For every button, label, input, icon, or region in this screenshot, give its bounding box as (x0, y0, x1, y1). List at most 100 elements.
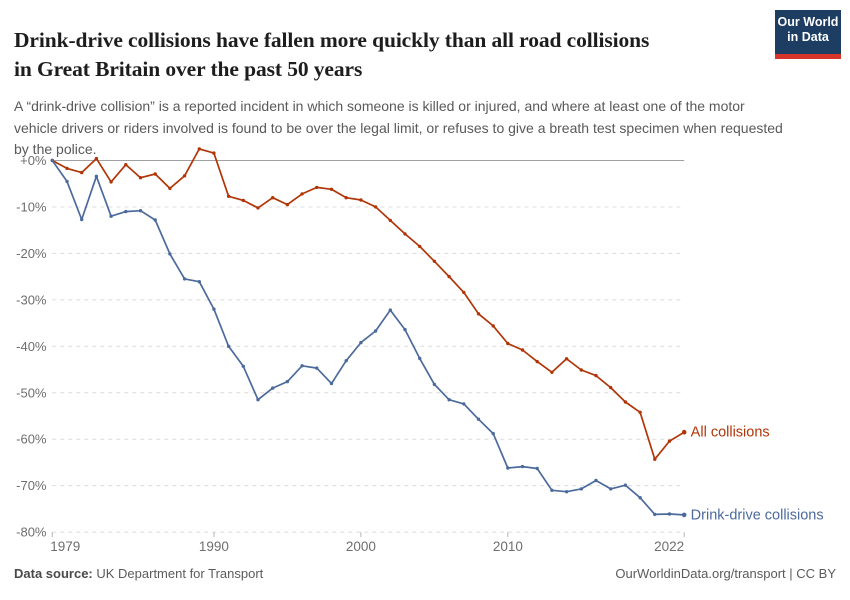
data-point-2004[interactable] (418, 244, 422, 249)
data-point-1986[interactable] (153, 218, 157, 222)
data-point-2020[interactable] (653, 512, 657, 517)
data-point-2001[interactable] (373, 205, 378, 209)
data-point-1995[interactable] (285, 202, 290, 207)
data-point-2006[interactable] (447, 398, 451, 402)
data-point-1985[interactable] (138, 209, 143, 213)
credit-link[interactable]: OurWorldinData.org/transport | CC BY (615, 566, 836, 581)
data-point-2009[interactable] (491, 324, 495, 328)
data-point-2015[interactable] (579, 487, 583, 491)
data-point-2017[interactable] (609, 385, 613, 390)
data-point-2000[interactable] (359, 198, 363, 202)
data-point-2013[interactable] (550, 370, 554, 374)
data-point-2003[interactable] (403, 327, 407, 332)
data-point-2018[interactable] (623, 483, 628, 487)
data-point-1993[interactable] (256, 398, 260, 402)
data-point-2009[interactable] (491, 431, 495, 436)
data-point-1987[interactable] (168, 252, 172, 256)
data-point-2007[interactable] (462, 402, 466, 406)
data-point-1980[interactable] (65, 179, 69, 184)
data-point-2010[interactable] (506, 341, 510, 346)
data-point-1993[interactable] (256, 206, 260, 210)
data-point-1985[interactable] (138, 176, 143, 180)
chart-plot: +0% -10% -20% -30% -40% -50% -60% -70% -80%1979 1… (16, 147, 824, 554)
data-point-1990[interactable] (212, 307, 216, 311)
data-point-1996[interactable] (300, 364, 304, 368)
data-point-2022[interactable] (681, 512, 687, 518)
data-point-1980[interactable] (65, 166, 69, 171)
data-point-1983[interactable] (109, 214, 113, 218)
data-point-1994[interactable] (271, 386, 275, 390)
series-label-drink-drive-collisions[interactable]: Drink-drive collisions (691, 507, 824, 523)
data-point-2008[interactable] (476, 312, 481, 316)
owid-logo[interactable]: Our World in Data (775, 10, 841, 59)
data-point-2014[interactable] (564, 357, 569, 361)
data-point-1986[interactable] (153, 172, 157, 176)
data-point-1983[interactable] (109, 180, 113, 184)
data-point-2012[interactable] (535, 466, 539, 471)
logo-line-2: in Data (787, 30, 829, 44)
data-point-1992[interactable] (241, 364, 245, 368)
data-point-2005[interactable] (432, 259, 437, 263)
data-point-2002[interactable] (388, 218, 392, 223)
data-point-1999[interactable] (344, 359, 348, 363)
data-point-2011[interactable] (520, 464, 525, 469)
series-line-all-collisions[interactable] (51, 148, 686, 461)
data-point-2021[interactable] (667, 439, 672, 443)
data-point-2004[interactable] (418, 356, 422, 361)
data-point-2002[interactable] (388, 308, 392, 312)
data-point-2011[interactable] (520, 348, 525, 352)
data-point-2020[interactable] (653, 457, 657, 461)
data-point-2015[interactable] (579, 368, 583, 372)
data-point-1984[interactable] (124, 209, 128, 214)
data-source-label: Data source: (14, 566, 93, 581)
data-point-1998[interactable] (329, 381, 334, 386)
series-line-drink-drive-collisions[interactable] (51, 159, 686, 516)
data-point-1991[interactable] (226, 344, 231, 348)
data-point-1994[interactable] (271, 196, 275, 200)
data-point-2012[interactable] (535, 359, 539, 364)
series-label-all-collisions[interactable]: All collisions (691, 425, 770, 441)
data-point-1981[interactable] (80, 170, 84, 175)
data-point-2007[interactable] (462, 290, 466, 295)
data-point-2005[interactable] (432, 382, 437, 387)
data-point-1996[interactable] (300, 192, 304, 196)
data-point-2021[interactable] (667, 512, 672, 516)
data-point-1988[interactable] (182, 277, 187, 281)
data-point-1989[interactable] (197, 280, 201, 284)
data-point-1990[interactable] (212, 151, 216, 155)
data-point-2014[interactable] (564, 490, 569, 494)
data-point-2006[interactable] (447, 274, 451, 279)
data-point-2017[interactable] (609, 487, 613, 491)
data-point-1991[interactable] (226, 194, 231, 198)
data-point-2016[interactable] (594, 478, 598, 483)
data-point-1981[interactable] (80, 217, 84, 222)
data-point-1979[interactable] (50, 158, 54, 163)
data-point-1987[interactable] (168, 186, 172, 191)
x-tick-label: 1990 (199, 539, 229, 554)
data-point-1988[interactable] (182, 174, 187, 178)
data-point-1992[interactable] (241, 198, 245, 203)
data-point-1995[interactable] (285, 379, 290, 384)
data-point-2010[interactable] (506, 466, 510, 470)
x-tick-label: 2000 (346, 539, 376, 554)
data-point-2019[interactable] (638, 410, 642, 414)
data-point-1998[interactable] (329, 187, 334, 191)
data-point-2019[interactable] (638, 496, 642, 500)
data-point-2013[interactable] (550, 488, 554, 492)
data-point-1999[interactable] (344, 196, 348, 200)
data-point-1984[interactable] (124, 163, 128, 167)
data-point-2018[interactable] (623, 400, 628, 404)
data-point-2022[interactable] (681, 429, 687, 435)
data-point-1989[interactable] (197, 147, 201, 151)
data-point-1997[interactable] (315, 366, 319, 370)
y-tick-label: -50% (16, 385, 47, 400)
data-point-2008[interactable] (476, 417, 481, 421)
y-tick-label: -10% (16, 199, 47, 214)
data-point-2001[interactable] (373, 329, 378, 333)
data-point-2016[interactable] (594, 373, 598, 378)
data-point-1982[interactable] (94, 156, 99, 161)
data-point-1997[interactable] (315, 185, 319, 190)
data-point-2003[interactable] (403, 232, 407, 236)
data-point-2000[interactable] (359, 340, 363, 345)
data-point-1982[interactable] (94, 174, 99, 178)
